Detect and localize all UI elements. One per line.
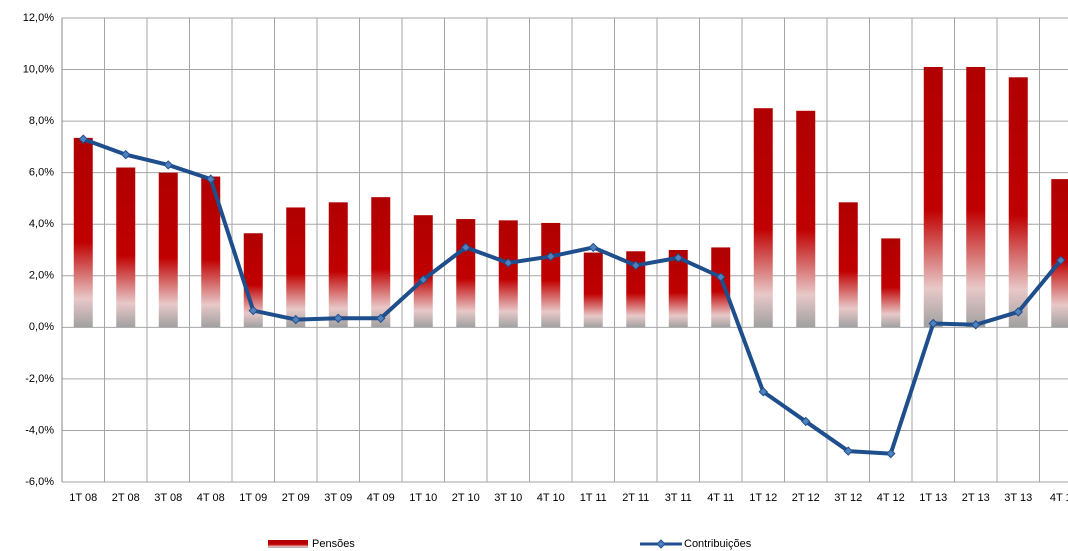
bar [923,66,943,328]
y-tick-label: -6,0% [25,476,54,488]
marker [206,174,216,184]
marker [1013,307,1023,317]
marker [1056,255,1066,266]
marker [758,387,768,397]
marker [673,253,683,263]
marker [886,448,896,459]
x-tick-label: 3T 12 [834,492,862,504]
x-tick-label: 4T 10 [537,492,565,504]
bar [456,219,476,328]
x-tick-label: 4T 09 [367,492,395,504]
bar [626,251,646,328]
marker [546,251,556,262]
y-tick-label: 4,0% [29,218,54,230]
x-tick-label: 2T 10 [452,492,480,504]
bar [243,233,263,328]
marker [78,134,88,144]
y-tick-label: 12,0% [23,12,54,24]
bar [796,110,816,328]
x-tick-label: 3T 09 [324,492,352,504]
marker [843,446,853,456]
marker [121,149,131,160]
bar [1008,77,1028,328]
marker [503,258,513,268]
bar [116,167,136,328]
x-tick-label: 3T 08 [154,492,182,504]
bar [753,108,773,328]
x-tick-label: 1T 12 [749,492,777,504]
bar [158,172,178,328]
y-tick-label: 10,0% [23,63,54,75]
y-tick-label: 6,0% [29,167,54,179]
bar [328,202,348,328]
y-tick-label: 0,0% [29,321,54,333]
y-tick-label: -4,0% [25,424,54,436]
x-tick-label: 2T 11 [622,492,649,504]
x-tick-label: 4T 08 [197,492,225,504]
marker [928,318,938,329]
bar [541,222,561,328]
x-tick-label: 2T 08 [112,492,140,504]
bar [583,252,603,328]
x-tick-label: 4T 1 [1050,492,1068,504]
bar [413,215,433,328]
line [82,137,1063,456]
legend-swatch [268,540,308,548]
marker [163,160,173,170]
marker [801,416,811,427]
x-tick-label: 2T 12 [792,492,820,504]
bar [668,250,688,328]
x-tick-label: 3T 13 [1004,492,1032,504]
bar [498,220,518,328]
legend-label: Contribuições [684,538,752,550]
x-tick-label: 3T 11 [665,492,692,504]
bar [966,66,986,328]
marker [333,313,343,324]
x-tick-label: 1T 09 [239,492,267,504]
x-tick-label: 3T 10 [494,492,522,504]
marker [631,260,641,271]
marker [248,305,258,316]
x-tick-label: 1T 13 [919,492,947,504]
marker [588,242,598,253]
x-tick-label: 2T 13 [962,492,990,504]
x-tick-label: 1T 08 [69,492,97,504]
bar [881,238,901,328]
x-tick-label: 4T 11 [707,492,734,504]
x-tick-label: 1T 11 [580,492,607,504]
x-tick-label: 2T 09 [282,492,310,504]
marker [971,320,981,330]
bar [371,197,391,328]
x-tick-label: 1T 10 [409,492,437,504]
marker [291,314,301,325]
x-tick-label: 4T 12 [877,492,905,504]
bar [711,247,731,328]
bar [73,137,93,328]
marker [376,313,386,324]
marker [716,272,726,282]
bar [201,176,221,328]
legend-marker [656,539,666,549]
bar [838,202,858,328]
y-tick-label: -2,0% [25,373,54,385]
legend-label: Pensões [312,538,355,550]
bar [286,207,306,328]
bar [1051,179,1068,328]
y-tick-label: 2,0% [29,270,54,282]
y-tick-label: 8,0% [29,115,54,127]
marker [461,242,471,253]
marker [418,274,428,285]
